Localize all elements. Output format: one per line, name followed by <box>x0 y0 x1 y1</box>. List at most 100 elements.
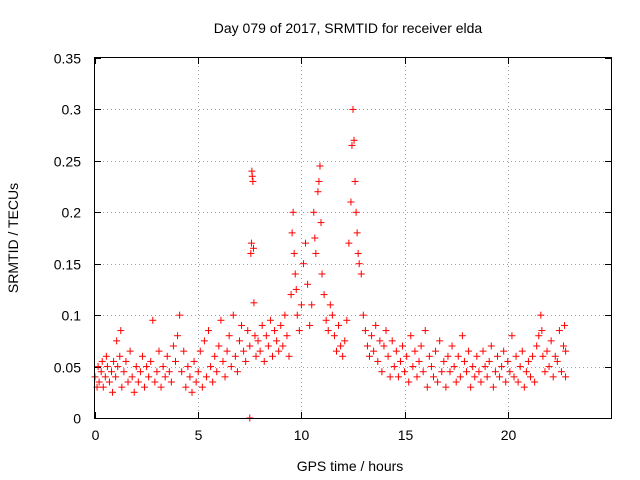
data-point <box>155 347 163 355</box>
data-point <box>562 373 570 381</box>
data-point <box>196 347 204 355</box>
data-point <box>535 332 543 340</box>
data-point <box>288 229 296 237</box>
data-point <box>448 342 456 350</box>
data-point <box>514 378 522 386</box>
data-point <box>504 357 512 365</box>
data-point <box>174 332 182 340</box>
x-tick-label: 15 <box>398 427 414 443</box>
data-point <box>231 352 239 360</box>
data-point <box>432 347 440 355</box>
axis-ticks: 0 5 10 15 20 0 0.05 0.1 0.15 0.2 0.25 0.3 0.35 <box>54 51 611 443</box>
data-point <box>543 347 551 355</box>
data-point <box>250 299 258 307</box>
data-point <box>322 316 330 324</box>
data-point <box>384 352 392 360</box>
data-point <box>502 378 510 386</box>
data-point <box>246 342 254 350</box>
data-point <box>555 327 563 335</box>
data-point <box>235 337 243 345</box>
data-point <box>374 357 382 365</box>
data-point <box>291 270 299 278</box>
data-point <box>184 363 192 371</box>
data-point <box>401 368 409 376</box>
data-point <box>353 229 361 237</box>
data-point <box>320 291 328 299</box>
data-point <box>352 208 360 216</box>
x-axis-label: GPS time / hours <box>297 458 404 474</box>
data-point <box>355 260 363 268</box>
data-point <box>425 352 433 360</box>
data-point <box>192 378 200 386</box>
data-point <box>411 347 419 355</box>
data-point <box>128 373 136 381</box>
data-point <box>250 244 258 252</box>
data-point <box>493 352 501 360</box>
data-point <box>240 347 248 355</box>
data-point <box>531 378 539 386</box>
data-point <box>407 332 415 340</box>
data-point <box>487 342 495 350</box>
data-point <box>560 342 568 350</box>
data-point <box>153 368 161 376</box>
data-point <box>151 378 159 386</box>
x-tick-label: 10 <box>294 427 310 443</box>
data-point <box>281 311 289 319</box>
data-point <box>545 363 553 371</box>
data-point <box>205 327 213 335</box>
data-point <box>145 373 153 381</box>
data-point <box>264 342 272 350</box>
data-point <box>292 285 300 293</box>
data-point <box>394 373 402 381</box>
data-point <box>117 327 125 335</box>
data-point <box>312 249 320 257</box>
data-point <box>269 352 277 360</box>
data-point <box>219 357 227 365</box>
data-point <box>287 291 295 299</box>
data-point <box>143 363 151 371</box>
data-point <box>310 208 318 216</box>
data-point <box>413 373 421 381</box>
data-point <box>382 327 390 335</box>
data-point <box>562 347 570 355</box>
data-point <box>277 321 285 329</box>
data-point <box>110 357 118 365</box>
data-point <box>324 327 332 335</box>
data-point <box>113 337 121 345</box>
data-point <box>541 368 549 376</box>
data-point <box>130 388 138 396</box>
data-point <box>169 342 177 350</box>
data-point <box>359 311 367 319</box>
data-point <box>285 352 293 360</box>
data-point <box>108 368 116 376</box>
data-point <box>102 352 110 360</box>
data-point <box>256 347 264 355</box>
data-point <box>293 311 301 319</box>
data-point <box>388 337 396 345</box>
data-point <box>141 383 149 391</box>
data-point <box>339 352 347 360</box>
data-point <box>347 198 355 206</box>
plot-area-frame <box>94 57 612 419</box>
data-point <box>438 368 446 376</box>
data-point <box>98 357 106 365</box>
data-point <box>182 383 190 391</box>
data-point <box>163 352 171 360</box>
data-point <box>254 337 262 345</box>
y-tick-label: 0 <box>73 411 81 427</box>
data-point <box>217 316 225 324</box>
data-point <box>180 347 188 355</box>
data-point <box>403 352 411 360</box>
data-point <box>380 342 388 350</box>
data-point <box>465 347 473 355</box>
data-point <box>200 337 208 345</box>
data-point <box>97 368 105 376</box>
x-tick-label: 20 <box>501 427 517 443</box>
data-point <box>434 378 442 386</box>
data-point <box>132 363 140 371</box>
data-point <box>423 383 431 391</box>
data-point <box>561 321 569 329</box>
data-point <box>370 347 378 355</box>
data-point <box>122 357 130 365</box>
